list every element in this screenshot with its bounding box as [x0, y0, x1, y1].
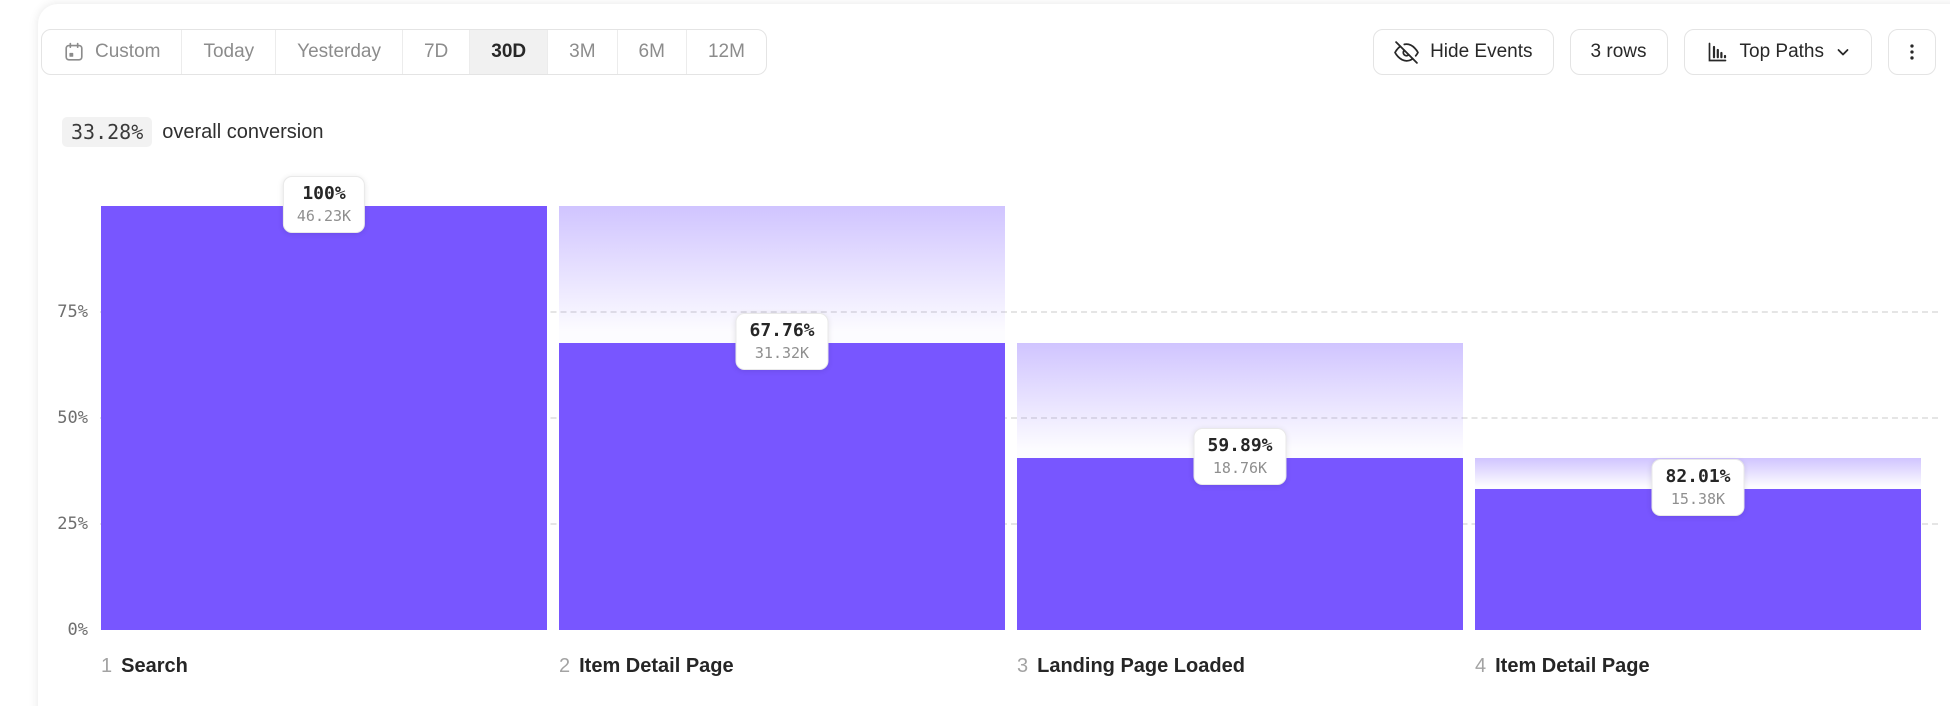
step-count: 46.23K	[296, 207, 352, 225]
step-number: 1	[101, 655, 113, 677]
y-axis-tick: 75%	[57, 302, 88, 322]
overall-conversion-value: 33.28%	[62, 117, 153, 147]
funnel-step-4[interactable]: 82.01% 15.38K	[1475, 206, 1921, 630]
toolbar-right-group: Hide Events 3 rows Top Paths	[1373, 29, 1936, 75]
step-name[interactable]: Search	[121, 655, 188, 677]
y-axis-tick: 50%	[57, 408, 88, 428]
date-range-segmented-control: Custom Today Yesterday 7D 30D 3M 6M 12M	[41, 29, 767, 75]
rows-button[interactable]: 3 rows	[1569, 29, 1668, 75]
kebab-menu-icon	[1901, 41, 1923, 63]
funnel-value-card: 59.89% 18.76K	[1193, 427, 1287, 485]
step-label-1: 1 Search	[101, 655, 188, 678]
funnel-step-2[interactable]: 67.76% 31.32K	[559, 206, 1005, 630]
step-conversion-pct: 100%	[302, 183, 346, 204]
eye-off-icon	[1394, 40, 1419, 65]
funnel-step-3[interactable]: 59.89% 18.76K	[1017, 206, 1463, 630]
gridline-75	[100, 311, 1938, 313]
overall-conversion-text: overall conversion	[162, 120, 324, 143]
gridline-50	[100, 417, 1938, 419]
step-conversion-pct: 67.76%	[749, 319, 815, 341]
date-range-yesterday[interactable]: Yesterday	[276, 30, 403, 74]
step-count: 18.76K	[1212, 458, 1268, 477]
chevron-down-icon	[1835, 44, 1851, 60]
step-number: 3	[1017, 655, 1029, 677]
toolbar: Custom Today Yesterday 7D 30D 3M 6M 12M	[0, 29, 1950, 75]
calendar-icon	[63, 41, 85, 63]
step-count: 31.32K	[754, 343, 810, 362]
bar-chart-icon	[1705, 40, 1729, 64]
date-range-12m[interactable]: 12M	[707, 41, 745, 62]
more-options-button[interactable]	[1888, 29, 1936, 75]
step-name[interactable]: Item Detail Page	[579, 655, 734, 677]
y-axis-tick: 0%	[67, 620, 88, 640]
step-number: 2	[559, 655, 571, 677]
step-label-2: 2 Item Detail Page	[559, 655, 734, 678]
date-range-6m[interactable]: 6M	[618, 30, 687, 74]
hide-events-label: Hide Events	[1430, 41, 1533, 62]
funnel-bar[interactable]	[559, 342, 1005, 630]
funnel-value-card: 100% 46.23K	[282, 176, 366, 233]
date-range-30d[interactable]: 30D	[470, 30, 549, 74]
top-paths-button[interactable]: Top Paths	[1683, 29, 1872, 75]
funnel-step-1[interactable]: 100% 46.23K	[101, 176, 547, 630]
step-name[interactable]: Landing Page Loaded	[1037, 655, 1245, 677]
top-paths-label: Top Paths	[1739, 41, 1825, 62]
step-conversion-pct: 82.01%	[1665, 465, 1731, 487]
date-range-today[interactable]: Today	[182, 30, 277, 74]
step-conversion-pct: 59.89%	[1207, 434, 1273, 456]
step-label-4: 4 Item Detail Page	[1475, 655, 1650, 678]
date-range-7d[interactable]: 7D	[403, 30, 471, 74]
funnel-bar[interactable]	[1017, 457, 1463, 630]
step-number: 4	[1475, 655, 1487, 677]
funnel-bar[interactable]	[101, 206, 547, 630]
step-count: 15.38K	[1670, 489, 1726, 508]
date-range-label: Custom	[95, 41, 161, 62]
date-range-3m[interactable]: 3M	[548, 30, 618, 74]
y-axis-tick: 25%	[57, 514, 88, 534]
date-range-custom[interactable]: Custom	[42, 30, 183, 74]
overall-conversion-summary: 33.28% overall conversion	[62, 117, 323, 147]
hide-events-button[interactable]: Hide Events	[1373, 29, 1554, 75]
funnel-value-card: 67.76% 31.32K	[735, 312, 829, 370]
rows-label: 3 rows	[1590, 41, 1647, 62]
step-name[interactable]: Item Detail Page	[1495, 655, 1650, 677]
step-label-3: 3 Landing Page Loaded	[1017, 655, 1245, 678]
funnel-value-card: 82.01% 15.38K	[1651, 458, 1745, 516]
